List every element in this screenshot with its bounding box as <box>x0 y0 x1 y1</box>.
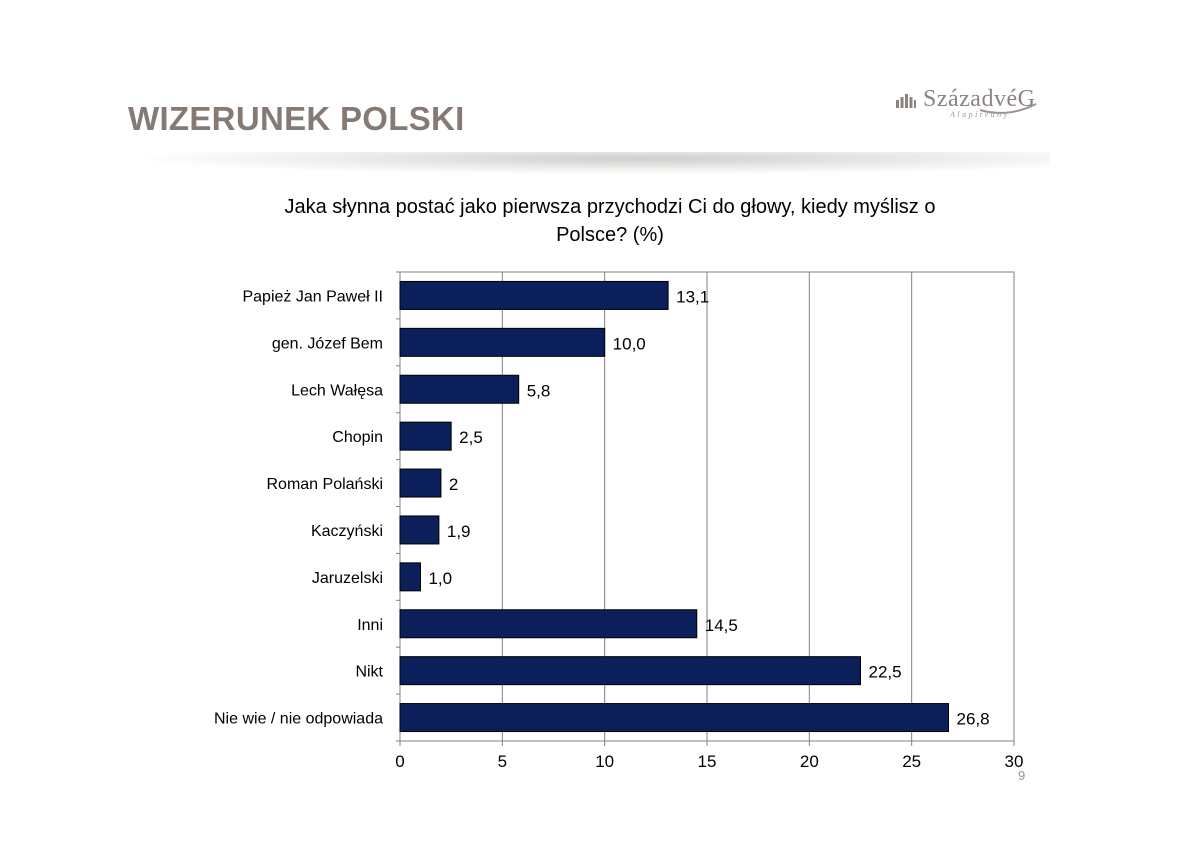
bar <box>399 703 950 733</box>
bar <box>399 656 861 686</box>
bar <box>399 421 452 451</box>
category-label: Lech Wałęsa <box>291 382 383 399</box>
bar-chart-icon <box>896 94 916 108</box>
category-label: Nie wie / nie odpowiada <box>214 711 383 728</box>
x-tick-label: 20 <box>800 752 819 771</box>
slide-title: WIZERUNEK POLSKI <box>128 100 465 137</box>
logo-subtitle: Alapítvány <box>950 110 1010 119</box>
category-label: Chopin <box>332 429 383 446</box>
data-label: 10,0 <box>613 334 646 353</box>
logo-swoosh <box>979 103 1037 114</box>
category-label: gen. Józef Bem <box>272 335 383 352</box>
x-tick-label: 30 <box>1005 752 1024 771</box>
logo-wordmark: SzázadvéG <box>923 86 1036 112</box>
x-tick-label: 10 <box>595 752 614 771</box>
chart-title: Jaka słynna postać jako pierwsza przycho… <box>240 193 980 249</box>
category-label: Inni <box>357 617 383 634</box>
x-tick-label: 5 <box>498 752 507 771</box>
data-label: 2,5 <box>459 428 483 447</box>
bar <box>399 562 421 592</box>
data-label: 5,8 <box>527 381 551 400</box>
data-label: 2 <box>449 475 458 494</box>
data-label: 14,5 <box>705 616 738 635</box>
data-label: 22,5 <box>869 663 902 682</box>
data-label: 26,8 <box>957 710 990 729</box>
bar <box>399 609 698 639</box>
category-label: Nikt <box>355 664 383 681</box>
category-label: Jaruzelski <box>312 570 383 587</box>
x-tick-label: 0 <box>395 752 404 771</box>
data-label: 13,1 <box>676 287 709 306</box>
page-number: 9 <box>1018 768 1026 783</box>
bar <box>399 468 442 498</box>
company-logo: SzázadvéG Alapítvány <box>896 86 1037 126</box>
bar <box>399 374 520 404</box>
data-label: 1,9 <box>447 522 471 541</box>
category-label: Roman Polański <box>267 476 384 493</box>
chart-title-line-2: Polsce? (%) <box>556 224 664 246</box>
data-label: 1,0 <box>428 569 452 588</box>
title-divider <box>140 152 1050 174</box>
chart-title-line-1: Jaka słynna postać jako pierwsza przycho… <box>284 196 936 218</box>
bar <box>399 327 606 357</box>
x-tick-label: 25 <box>902 752 921 771</box>
category-label: Papież Jan Paweł II <box>242 288 383 305</box>
category-label: Kaczyński <box>311 523 383 540</box>
x-tick-label: 15 <box>698 752 717 771</box>
bar <box>399 280 669 310</box>
bar <box>399 515 440 545</box>
